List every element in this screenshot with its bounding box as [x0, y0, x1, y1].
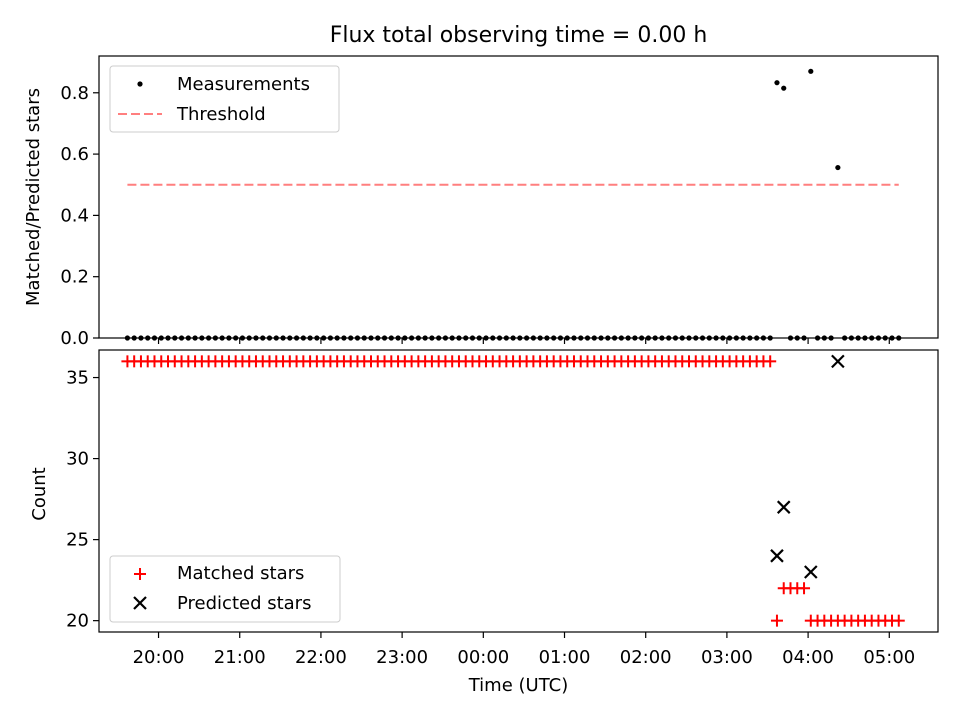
- bottom-x-tick-label: 01:00: [539, 647, 591, 668]
- bottom-x-tick-label: 20:00: [133, 647, 185, 668]
- bottom-y-tick-label: 30: [66, 449, 89, 470]
- bottom-y-tick-label: 20: [66, 611, 89, 632]
- measurements-point: [808, 68, 814, 74]
- bottom-x-tick-label: 22:00: [295, 647, 347, 668]
- bottom-panel: 20 25 30 35 20:00 21:00 22:00 23:00 00:00 01:00 0…: [29, 349, 939, 696]
- figure-title: Flux total observing time = 0.00 h: [330, 23, 708, 48]
- legend-matched-marker: [134, 568, 146, 580]
- legend-predicted-label: Predicted stars: [177, 593, 311, 614]
- top-y-tick-label: 0.8: [60, 83, 89, 104]
- legend-threshold-label: Threshold: [176, 104, 266, 125]
- top-y-ticks: 0.0 0.2 0.4 0.6 0.8: [60, 83, 99, 349]
- bottom-y-ticks: 20 25 30 35: [66, 368, 99, 632]
- bottom-legend: Matched stars Predicted stars: [109, 555, 341, 623]
- legend-measurements-label: Measurements: [177, 74, 310, 95]
- bottom-x-tick-label: 21:00: [214, 647, 266, 668]
- bottom-x-tick-label: 23:00: [376, 647, 428, 668]
- bottom-x-axis-label: Time (UTC): [468, 675, 569, 696]
- top-y-tick-label: 0.2: [60, 267, 89, 288]
- predicted-stars-marker: [770, 549, 784, 563]
- bottom-axes-frame: [98, 349, 939, 633]
- top-panel: 0.00.20.40.60.8 Matched/Predicted stars …: [23, 55, 939, 349]
- bottom-x-tick-label: 00:00: [457, 647, 509, 668]
- bottom-x-tick-label: 04:00: [782, 647, 834, 668]
- measurements-point: [781, 85, 787, 91]
- bottom-plot-marks: [121, 354, 905, 627]
- matched-stars-marker: [892, 614, 905, 627]
- top-legend: Measurements Threshold: [109, 65, 340, 133]
- legend-matched-label: Matched stars: [177, 563, 304, 584]
- bottom-legend-box: [109, 555, 341, 623]
- top-legend-box: [109, 65, 340, 133]
- top-x-ticks: [157, 338, 890, 344]
- bottom-x-tick-label: 05:00: [863, 647, 915, 668]
- bottom-x-ticks: 20:00 21:00 22:00 23:00 00:00 01:00 02:00 03:00…: [133, 632, 915, 668]
- predicted-stars-marker: [776, 500, 791, 514]
- top-y-axis-label: Matched/Predicted stars: [23, 88, 44, 306]
- top-axes-frame: [98, 55, 939, 339]
- bottom-y-tick-label: 35: [66, 368, 89, 389]
- bottom-x-tick-label: 02:00: [620, 647, 672, 668]
- legend-predicted-marker: [133, 596, 147, 610]
- measurements-point: [835, 164, 841, 171]
- bottom-y-axis-label: Count: [29, 467, 50, 520]
- top-y-tick-label: 0.0: [60, 328, 89, 349]
- bottom-x-tick-label: 03:00: [701, 647, 753, 668]
- matched-stars-marker: [770, 614, 783, 627]
- top-y-tick-label: 0.6: [60, 144, 89, 165]
- top-y-tick-label: 0.4: [60, 205, 89, 226]
- predicted-stars-marker: [831, 354, 845, 369]
- matched-stars-marker: [764, 355, 777, 368]
- bottom-y-tick-label: 25: [66, 530, 89, 551]
- legend-measurements-marker: [137, 81, 143, 87]
- measurements-point: [774, 80, 780, 86]
- predicted-stars-marker: [804, 565, 818, 579]
- matched-stars-marker: [798, 582, 811, 595]
